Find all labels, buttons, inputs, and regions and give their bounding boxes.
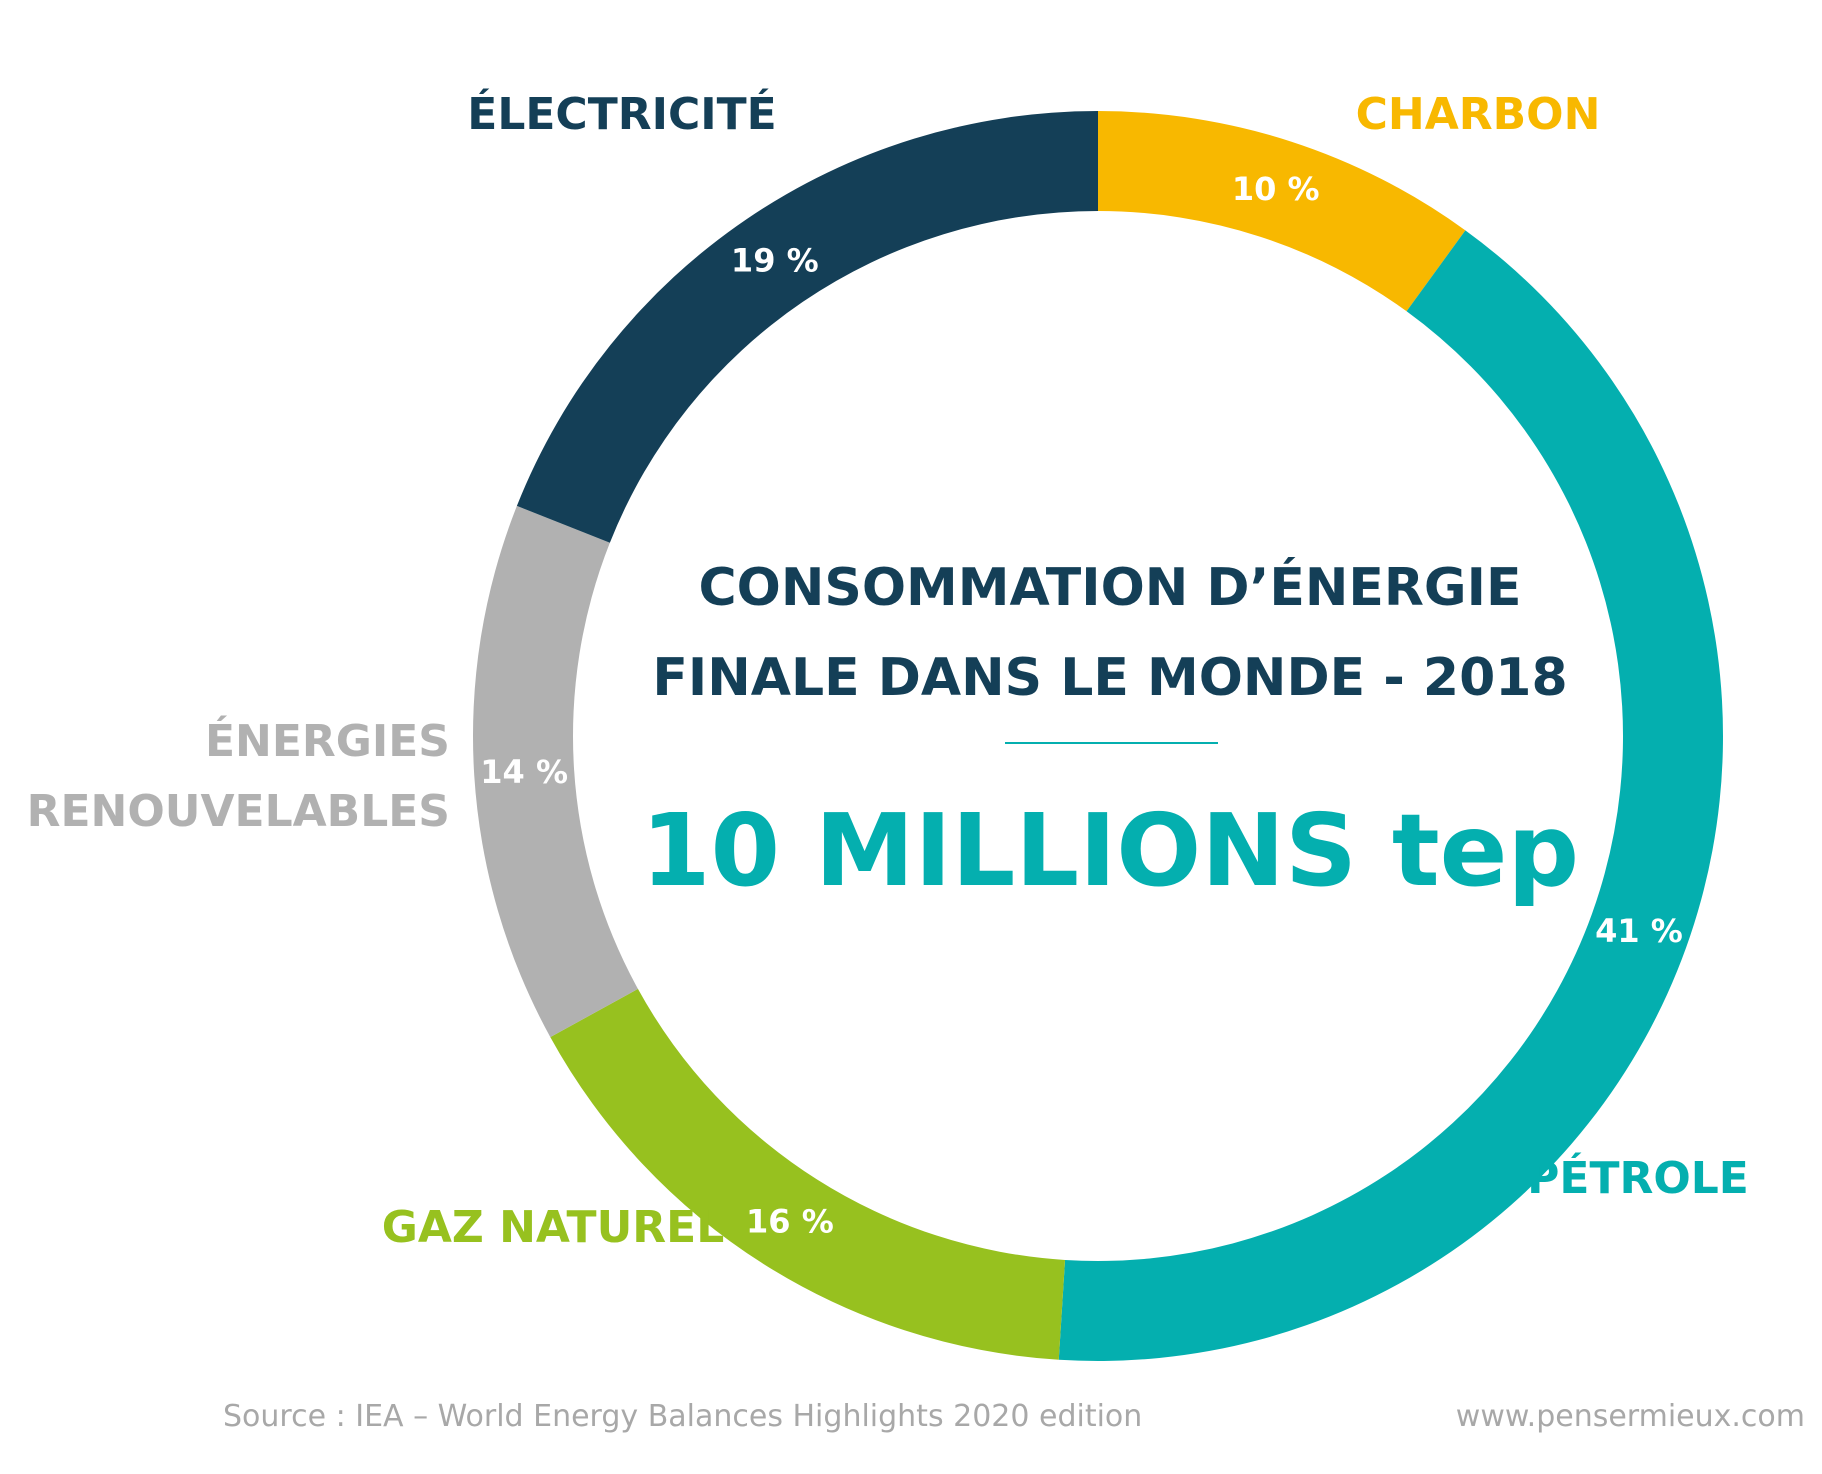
slice-label-petrole: PÉTROLE [1527,1151,1749,1204]
percentage-label-0: 10 % [1232,170,1320,208]
chart-title-line-1: CONSOMMATION D’ÉNERGIE [699,557,1522,618]
total-value: 10 MILLIONS tep [641,792,1579,909]
donut-segment-1 [1058,230,1723,1361]
percentage-label-2: 16 % [746,1202,834,1240]
slice-label-electricite: ÉLECTRICITÉ [467,87,776,140]
percentage-labels: 10 % 41 % 16 % 14 % 19 % [480,170,1683,1240]
slice-label-energies: ÉNERGIES [205,714,450,767]
percentage-label-4: 19 % [731,241,819,279]
percentage-label-1: 41 % [1595,912,1683,950]
donut-segment-4 [516,111,1098,543]
donut-segment-0 [1098,111,1466,312]
slice-label-gaz-naturel: GAZ NATUREL [382,1202,725,1253]
donut-segment-3 [473,505,638,1038]
donut-segment-2 [550,988,1066,1360]
slice-label-renouvelables: RENOUVELABLES [27,786,450,837]
percentage-label-3: 14 % [480,753,568,791]
website-url: www.pensermieux.com [1456,1399,1805,1434]
donut-segments [473,111,1723,1361]
chart-title-line-2: FINALE DANS LE MONDE - 2018 [652,648,1567,708]
slice-label-charbon: CHARBON [1356,89,1601,140]
source-citation: Source : IEA – World Energy Balances Hig… [223,1399,1142,1434]
